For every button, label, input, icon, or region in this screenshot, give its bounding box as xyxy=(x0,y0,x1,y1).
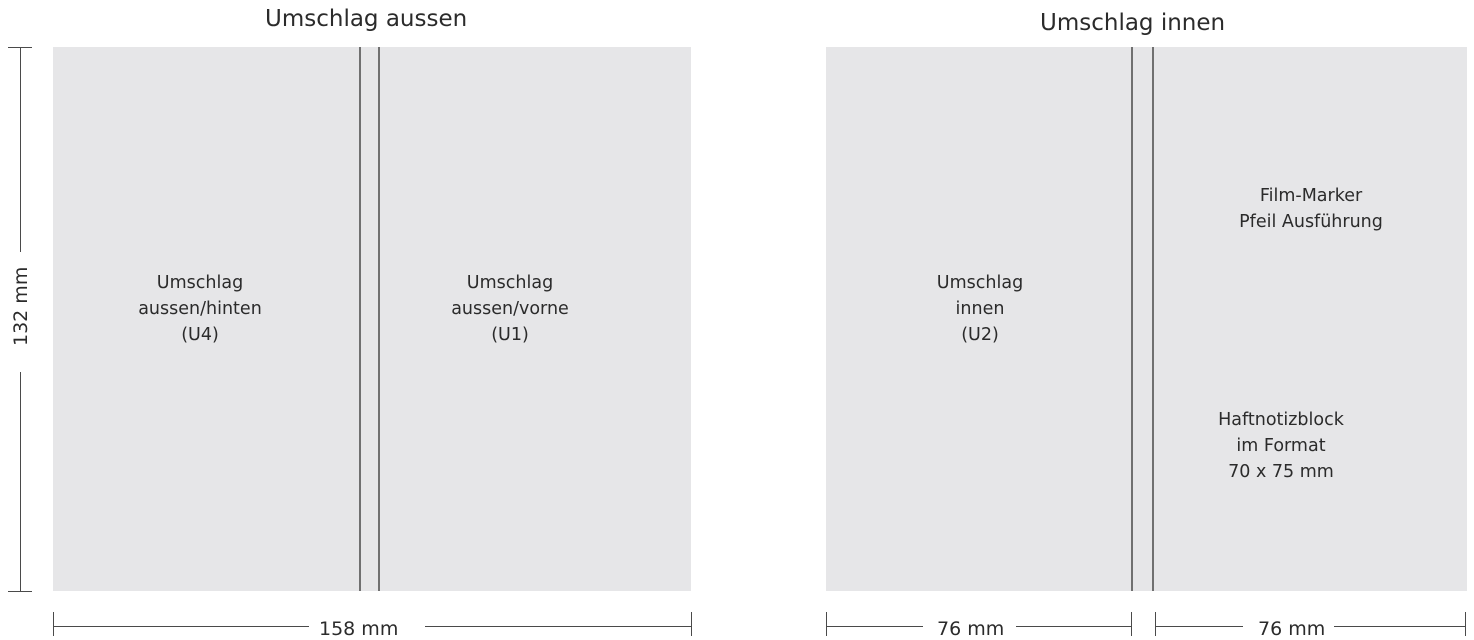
inner-right-width-left-tick xyxy=(1155,612,1156,636)
sticky-notes-label: Haftnotizblock im Format 70 x 75 mm xyxy=(1218,407,1344,485)
height-dim-line-lower xyxy=(20,372,21,591)
front-cover-label: Umschlag aussen/vorne (U1) xyxy=(451,270,569,348)
inner-cover-panel xyxy=(826,47,1467,591)
inner-right-width-line-right xyxy=(1334,626,1465,627)
outer-width-line-right xyxy=(425,626,691,627)
outer-spine-line-left xyxy=(359,47,361,591)
height-dim-line-upper xyxy=(20,47,21,252)
film-marker-line1: Film-Marker xyxy=(1259,186,1363,206)
inner-right-width-right-tick xyxy=(1465,612,1466,636)
inner-spine-line-right xyxy=(1152,47,1154,591)
inner-right-width-dimension: 76 mm xyxy=(1152,612,1468,640)
outer-width-line-left xyxy=(53,626,309,627)
outer-width-label: 158 mm xyxy=(319,618,399,640)
inner-left-label: Umschlag innen (U2) xyxy=(937,270,1023,348)
sticky-notes-line2: im Format xyxy=(1236,436,1326,456)
sticky-notes-line1: Haftnotizblock xyxy=(1218,410,1344,430)
inner-left-line1: Umschlag xyxy=(936,273,1024,293)
back-cover-line2: aussen/hinten xyxy=(138,299,262,319)
height-dimension: 132 mm xyxy=(0,0,50,638)
back-cover-label: Umschlag aussen/hinten (U4) xyxy=(138,270,262,348)
inner-left-width-dimension: 76 mm xyxy=(826,612,1136,640)
outer-spine-line-right xyxy=(378,47,380,591)
back-cover-line1: Umschlag xyxy=(156,273,244,293)
inner-left-line3: (U2) xyxy=(961,325,999,345)
inner-left-width-label: 76 mm xyxy=(937,618,1005,640)
inner-left-width-line-right xyxy=(1016,626,1131,627)
inner-cover-title: Umschlag innen xyxy=(1040,10,1226,36)
front-cover-line1: Umschlag xyxy=(466,273,554,293)
film-marker-label: Film-Marker Pfeil Ausführung xyxy=(1239,183,1383,235)
back-cover-line3: (U4) xyxy=(181,325,219,345)
outer-cover-panel xyxy=(53,47,691,591)
inner-right-width-line-left xyxy=(1155,626,1243,627)
front-cover-line3: (U1) xyxy=(491,325,529,345)
outer-width-left-tick xyxy=(53,612,54,636)
inner-left-width-left-tick xyxy=(826,612,827,636)
outer-width-right-tick xyxy=(691,612,692,636)
inner-left-width-right-tick xyxy=(1131,612,1132,636)
outer-width-dimension: 158 mm xyxy=(53,612,693,640)
inner-left-width-line-left xyxy=(826,626,923,627)
inner-left-line2: innen xyxy=(955,299,1005,319)
outer-cover-title: Umschlag aussen xyxy=(265,6,468,32)
height-dim-bottom-tick xyxy=(8,591,32,592)
film-marker-line2: Pfeil Ausführung xyxy=(1239,212,1383,232)
sticky-notes-line3: 70 x 75 mm xyxy=(1228,462,1334,482)
inner-spine-line-left xyxy=(1131,47,1133,591)
front-cover-line2: aussen/vorne xyxy=(451,299,569,319)
inner-right-width-label: 76 mm xyxy=(1258,618,1326,640)
height-dim-label: 132 mm xyxy=(10,266,32,346)
